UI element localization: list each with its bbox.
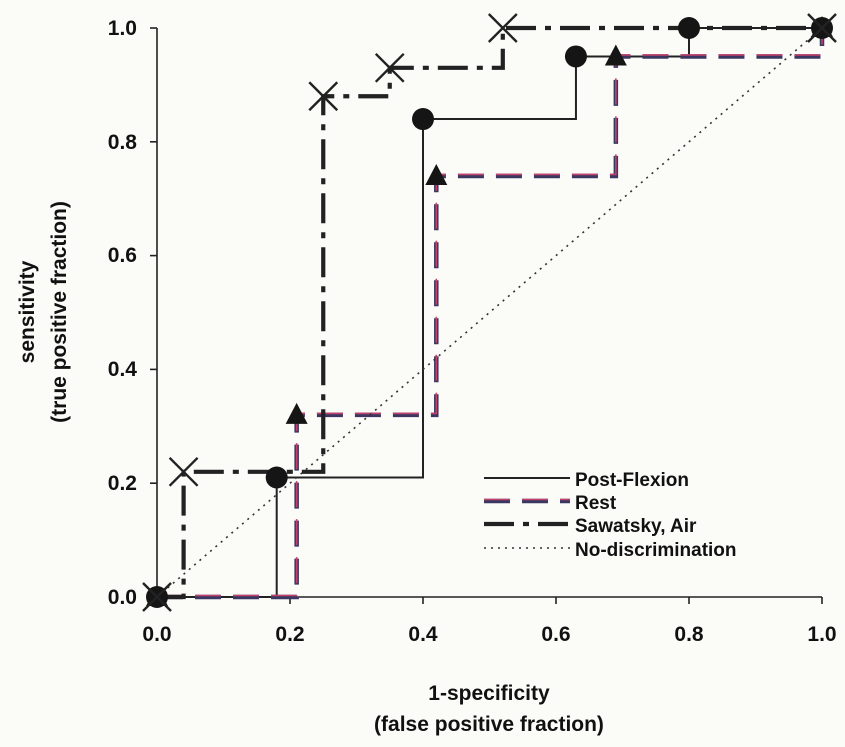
legend: Post-Flexion Rest Sawatsky, Air No-discr… (484, 470, 737, 561)
legend-label-post-flexion: Post-Flexion (575, 470, 689, 491)
x-tick-label: 0.2 (275, 623, 304, 646)
marker-rest (425, 163, 448, 185)
x-tick-label: 0.8 (674, 623, 704, 646)
series-line-rest-highlight (157, 26, 823, 597)
y-axis-title-line-2: (true positive fraction) (48, 201, 71, 423)
series-line-post-flexion (157, 27, 822, 598)
marker-sawatsky-air (168, 456, 199, 487)
marker-post-flexion (678, 17, 700, 39)
marker-rest (604, 44, 627, 66)
marker-sawatsky-air (374, 52, 405, 83)
x-tick-labels: 0.0 0.2 0.4 0.6 0.8 1.0 (142, 623, 836, 646)
marker-post-flexion (265, 466, 288, 489)
series-line-no-discrimination (156, 27, 823, 598)
marker-sawatsky-air (308, 81, 339, 112)
marker-sawatsky-air (807, 13, 837, 43)
marker-post-flexion (564, 45, 587, 68)
y-tick-marks (150, 27, 157, 598)
y-tick-label: 0.6 (108, 244, 137, 267)
marker-sawatsky-air (487, 13, 518, 43)
legend-label-rest: Rest (575, 493, 617, 514)
y-axis-title: sensitivity (true positive fraction) (16, 201, 71, 423)
y-tick-label: 0.0 (108, 586, 137, 609)
plot-series (156, 25, 825, 600)
y-tick-label: 0.2 (108, 472, 137, 495)
x-axis-title: 1-specificity (false positive fraction) (374, 682, 604, 736)
x-tick-label: 1.0 (807, 623, 836, 646)
legend-label-no-discrimination: No-discrimination (575, 540, 737, 561)
marker-rest (285, 402, 308, 424)
legend-swatches (484, 477, 570, 549)
y-tick-label: 1.0 (108, 17, 137, 40)
plot-markers (142, 13, 837, 612)
y-axis-title-line-1: sensitivity (16, 260, 39, 363)
marker-post-flexion (412, 108, 434, 131)
y-tick-label: 0.8 (108, 131, 138, 154)
x-axis-title-line-1: 1-specificity (428, 682, 550, 705)
marker-sawatsky-air (142, 582, 172, 612)
legend-label-sawatsky-air: Sawatsky, Air (575, 516, 697, 537)
x-tick-label: 0.4 (408, 623, 438, 646)
y-tick-labels: 0.0 0.2 0.4 0.6 0.8 1.0 (108, 17, 138, 609)
y-tick-label: 0.4 (108, 358, 138, 381)
x-tick-label: 0.0 (142, 623, 171, 646)
x-tick-label: 0.6 (541, 623, 570, 646)
x-axis-title-line-2: (false positive fraction) (374, 713, 604, 736)
